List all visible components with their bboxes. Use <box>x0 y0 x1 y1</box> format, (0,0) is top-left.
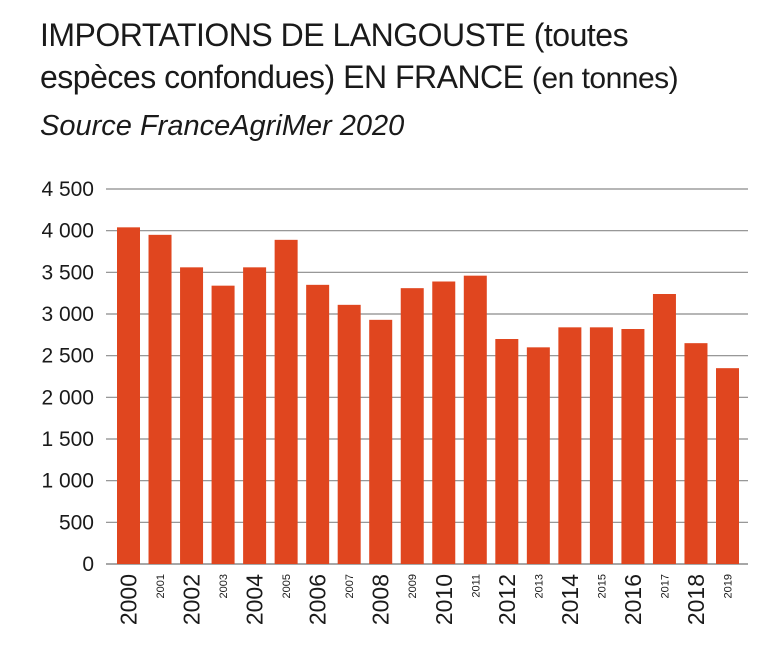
y-tick-label: 3 000 <box>41 303 94 326</box>
chart-title: IMPORTATIONS DE LANGOUSTE (toutes espèce… <box>40 14 760 100</box>
x-tick-label: 2012 <box>494 574 520 625</box>
bar-2009 <box>400 288 424 564</box>
y-tick-label: 2 500 <box>41 345 94 368</box>
y-tick-label: 3 500 <box>41 261 94 284</box>
x-tick-label: 2006 <box>305 574 331 625</box>
bar-2002 <box>180 267 204 564</box>
bar-2000 <box>117 227 140 565</box>
y-tick-label: 2 000 <box>41 386 94 409</box>
x-tick-label: 2014 <box>557 574 583 625</box>
x-tick-label: 2000 <box>116 574 142 625</box>
y-tick-label: 500 <box>59 511 94 534</box>
x-tick-label: 2015 <box>596 574 608 598</box>
bar-2008 <box>369 319 393 564</box>
chart-title-line1: IMPORTATIONS DE LANGOUSTE (toutes <box>40 17 629 53</box>
bar-2012 <box>495 339 519 564</box>
x-tick-label: 2016 <box>620 574 646 625</box>
x-tick-label: 2011 <box>470 574 482 598</box>
bar-2018 <box>684 343 708 564</box>
x-tick-label: 2009 <box>407 574 419 598</box>
bar-2014 <box>558 327 582 564</box>
bar-2001 <box>148 234 172 565</box>
bar-2007 <box>337 304 361 564</box>
bar-2006 <box>306 284 330 564</box>
x-tick-label: 2013 <box>533 574 545 598</box>
x-tick-label: 2002 <box>179 574 205 625</box>
x-tick-label: 2017 <box>659 574 671 598</box>
y-tick-label: 1 500 <box>41 428 94 451</box>
y-tick-label: 0 <box>82 553 94 576</box>
x-tick-label: 2010 <box>431 574 457 625</box>
y-tick-label: 4 500 <box>41 178 94 201</box>
bar-2019 <box>716 368 739 564</box>
chart-title-line2-main: espèces confondues) EN FRANCE <box>40 59 532 95</box>
bar-2003 <box>211 285 235 564</box>
bar-2005 <box>274 239 298 565</box>
y-tick-label: 4 000 <box>41 220 94 243</box>
bar-2011 <box>463 275 487 564</box>
bar-2010 <box>432 281 456 564</box>
x-tick-label: 2007 <box>344 574 356 598</box>
chart-title-unit: (en tonnes) <box>531 62 679 95</box>
bar-2016 <box>621 329 645 564</box>
bar-2013 <box>526 347 550 564</box>
x-tick-label: 2005 <box>281 574 293 598</box>
x-tick-label: 2001 <box>155 574 167 598</box>
x-tick-label: 2003 <box>218 574 230 598</box>
x-tick-label: 2018 <box>683 574 709 625</box>
x-tick-label: 2019 <box>723 574 735 598</box>
chart-subtitle: Source FranceAgriMer 2020 <box>40 110 405 142</box>
x-tick-label: 2008 <box>368 574 394 625</box>
bar-2004 <box>243 267 267 564</box>
bar-2015 <box>589 327 613 564</box>
y-tick-label: 1 000 <box>41 470 94 493</box>
x-tick-label: 2004 <box>242 574 268 625</box>
bar-2017 <box>652 294 676 564</box>
chart-title-line2: espèces confondues) EN FRANCE (en tonnes… <box>40 56 760 100</box>
